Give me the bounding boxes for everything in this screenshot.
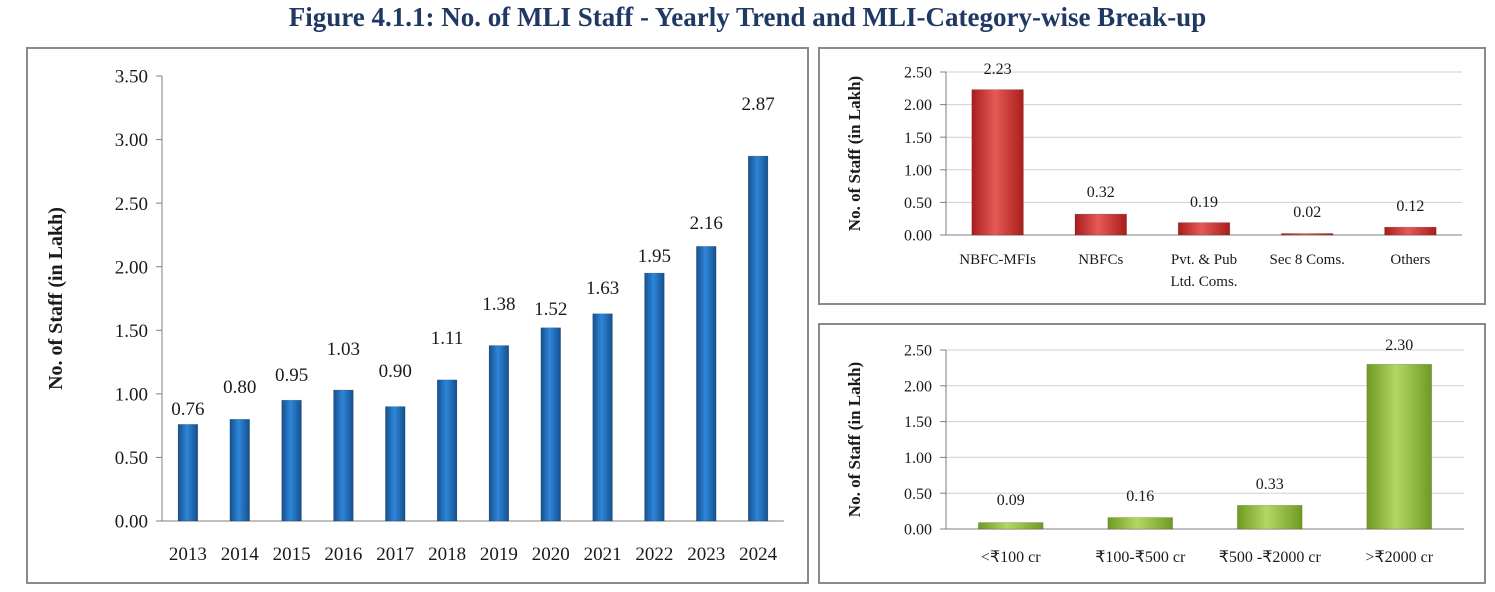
yearly-trend-chart: 0.00 0.50 1.00 1.50 2.00 2.50 3.00 3.50 No. of S… bbox=[45, 67, 784, 565]
y-tick-label: 1.50 bbox=[904, 130, 932, 147]
bar bbox=[1177, 222, 1231, 236]
x-tick-label: 2017 bbox=[376, 544, 414, 565]
data-label: 1.52 bbox=[534, 299, 567, 320]
y-tick-label: 2.50 bbox=[904, 343, 932, 360]
x-tick-label: 2018 bbox=[428, 544, 466, 565]
x-tick-label: 2015 bbox=[273, 544, 311, 565]
size-breakup-chart: 0.00 0.50 1.00 1.50 2.00 2.50 No. of Staff (in… bbox=[845, 337, 1464, 566]
data-label: 0.02 bbox=[1293, 204, 1321, 221]
y-tick-label: 3.00 bbox=[115, 130, 148, 151]
data-label: 0.12 bbox=[1396, 198, 1424, 215]
data-label: 2.30 bbox=[1385, 337, 1413, 354]
yearly-trend-chart-panel: 0.00 0.50 1.00 1.50 2.00 2.50 3.00 3.50 No. of S… bbox=[26, 47, 809, 584]
x-tick-label: 2020 bbox=[532, 544, 570, 565]
category-breakup-chart: 0.00 0.50 1.00 1.50 2.00 2.50 No. of Staff (in… bbox=[845, 61, 1462, 290]
x-tick-label: Pvt. & Pub bbox=[1171, 252, 1237, 268]
x-tick-label: Sec 8 Coms. bbox=[1269, 252, 1344, 268]
bar bbox=[385, 406, 406, 522]
x-tick-label: 2013 bbox=[169, 544, 207, 565]
y-tick-label: 2.00 bbox=[904, 97, 932, 114]
bar bbox=[1384, 226, 1437, 236]
bar bbox=[281, 399, 302, 522]
x-tick-label: 2019 bbox=[480, 544, 518, 565]
x-tick-label: <₹100 cr bbox=[981, 549, 1041, 566]
x-tick-label: 2016 bbox=[324, 544, 362, 565]
data-label: 0.76 bbox=[171, 399, 204, 420]
y-tick-label: 3.50 bbox=[115, 67, 148, 88]
bar bbox=[1237, 505, 1303, 530]
data-label: 0.16 bbox=[1126, 488, 1154, 505]
bar bbox=[540, 327, 561, 522]
y-tick-label: 1.00 bbox=[115, 385, 148, 406]
y-tick-label: 2.00 bbox=[115, 257, 148, 278]
size-breakup-chart-panel: 0.00 0.50 1.00 1.50 2.00 2.50 No. of Staff (in… bbox=[818, 323, 1486, 584]
bar bbox=[436, 379, 458, 522]
bar bbox=[747, 155, 769, 522]
y-tick-label: 1.50 bbox=[904, 414, 932, 431]
bar bbox=[978, 522, 1044, 530]
bar bbox=[229, 418, 250, 522]
bar bbox=[177, 424, 199, 522]
y-tick-label: 2.50 bbox=[904, 65, 932, 82]
data-label: 2.87 bbox=[741, 94, 774, 115]
x-tick-label: >₹2000 cr bbox=[1365, 549, 1433, 566]
data-label: 1.95 bbox=[638, 246, 671, 267]
y-tick-label: 1.00 bbox=[904, 162, 932, 179]
data-label: 0.09 bbox=[997, 492, 1025, 509]
x-tick-label: ₹100-₹500 cr bbox=[1095, 549, 1186, 566]
bar bbox=[1366, 364, 1432, 530]
y-axis-title: No. of Staff (in Lakh) bbox=[845, 362, 864, 517]
x-tick-label: 2023 bbox=[687, 544, 725, 565]
data-label: 1.03 bbox=[327, 339, 360, 360]
data-label: 0.90 bbox=[379, 361, 412, 382]
figure-title: Figure 4.1.1: No. of MLI Staff - Yearly … bbox=[288, 2, 1207, 32]
data-label: 0.32 bbox=[1087, 184, 1115, 201]
data-label: 0.19 bbox=[1190, 194, 1218, 211]
category-breakup-chart-panel: 0.00 0.50 1.00 1.50 2.00 2.50 No. of Staff (in… bbox=[818, 47, 1486, 305]
x-tick-label: NBFC-MFIs bbox=[959, 252, 1036, 268]
y-tick-label: 1.00 bbox=[904, 450, 932, 467]
y-tick-label: 0.50 bbox=[904, 486, 932, 503]
y-axis-title: No. of Staff (in Lakh) bbox=[845, 76, 864, 231]
data-label: 1.63 bbox=[586, 278, 619, 299]
y-tick-label: 0.00 bbox=[904, 522, 932, 539]
y-tick-label: 1.50 bbox=[115, 321, 148, 342]
y-tick-label: 0.00 bbox=[904, 228, 932, 245]
bar bbox=[971, 89, 1024, 236]
bar bbox=[333, 389, 354, 522]
x-tick-label: 2021 bbox=[584, 544, 622, 565]
x-tick-label: Others bbox=[1390, 252, 1430, 268]
x-tick-label: Ltd. Coms. bbox=[1170, 274, 1237, 290]
data-label: 0.80 bbox=[223, 377, 256, 398]
bar bbox=[592, 313, 613, 522]
y-tick-label: 0.00 bbox=[115, 512, 148, 533]
x-tick-label: 2022 bbox=[635, 544, 673, 565]
x-tick-label: NBFCs bbox=[1078, 252, 1123, 268]
y-axis-title: No. of Staff (in Lakh) bbox=[45, 207, 67, 390]
y-tick-label: 0.50 bbox=[115, 448, 148, 469]
data-label: 1.38 bbox=[482, 294, 515, 315]
y-tick-label: 0.50 bbox=[904, 195, 932, 212]
bar bbox=[644, 272, 665, 522]
data-label: 1.11 bbox=[431, 328, 464, 349]
data-label: 0.95 bbox=[275, 365, 308, 386]
bar bbox=[1074, 213, 1127, 236]
y-tick-label: 2.00 bbox=[904, 378, 932, 395]
data-label: 0.33 bbox=[1256, 476, 1284, 493]
y-tick-label: 2.50 bbox=[115, 194, 148, 215]
x-tick-label: ₹500 -₹2000 cr bbox=[1219, 549, 1322, 566]
bar bbox=[1107, 517, 1173, 530]
bar bbox=[488, 345, 510, 522]
x-tick-label: 2024 bbox=[739, 544, 778, 565]
x-tick-label: 2014 bbox=[221, 544, 260, 565]
bar bbox=[1281, 233, 1334, 236]
data-label: 2.16 bbox=[690, 213, 723, 234]
data-label: 2.23 bbox=[984, 61, 1012, 78]
bar bbox=[696, 246, 717, 522]
